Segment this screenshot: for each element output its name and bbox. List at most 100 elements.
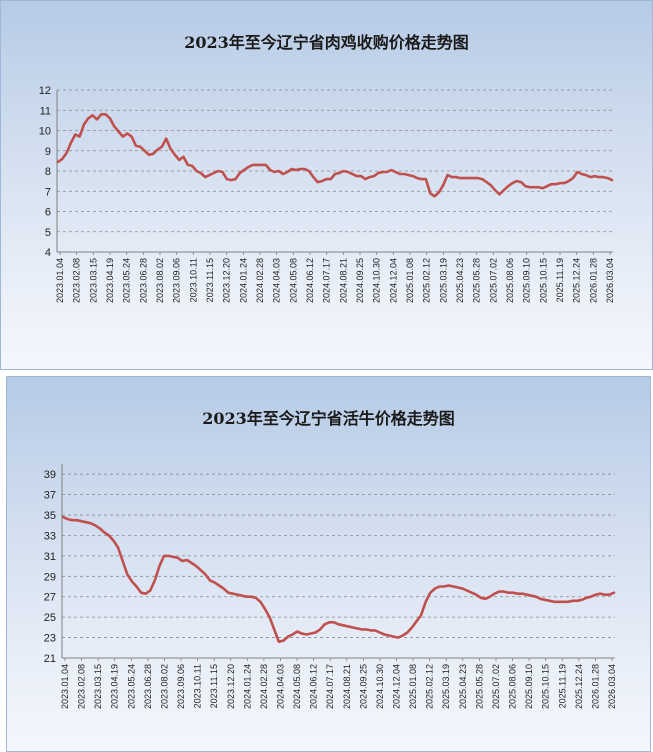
data-point [163, 555, 165, 557]
data-point [167, 555, 169, 557]
data-point [177, 557, 179, 559]
data-point [594, 594, 596, 596]
data-point [360, 628, 362, 630]
data-point [386, 171, 388, 173]
x-tick-label: 2023.11.15 [209, 664, 219, 708]
data-point [85, 521, 87, 523]
data-point [365, 628, 367, 630]
y-tick-label: 39 [44, 469, 56, 481]
data-point [62, 516, 64, 518]
data-point [455, 176, 457, 178]
data-point [230, 179, 232, 181]
data-point [213, 172, 215, 174]
x-tick-label: 2024.04.03 [275, 664, 285, 709]
data-point [533, 186, 535, 188]
data-point [403, 173, 405, 175]
data-point [503, 189, 505, 191]
data-point [191, 165, 193, 167]
x-tick-label: 2024.12.04 [392, 664, 402, 709]
data-point [581, 173, 583, 175]
data-point [113, 125, 115, 127]
data-point [402, 634, 404, 636]
data-point [347, 171, 349, 173]
data-point [156, 149, 158, 151]
data-point [530, 595, 532, 597]
data-point [186, 559, 188, 561]
x-tick-label: 2025.04.23 [458, 664, 468, 709]
data-point [278, 641, 280, 643]
data-point [195, 565, 197, 567]
data-point [70, 141, 72, 143]
data-point [122, 135, 124, 137]
y-tick-label: 5 [45, 227, 51, 239]
data-point [265, 164, 267, 166]
data-point [252, 164, 254, 166]
x-tick-label: 2024.07.17 [325, 664, 335, 709]
chart-panel-cattle: 2023年至今辽宁省活牛价格走势图 21 23 25 27 29 31 33 35 37 39 20… [6, 376, 651, 752]
data-point [117, 130, 119, 132]
data-point [434, 587, 436, 589]
x-tick-label: 2025.10.15 [541, 664, 551, 709]
data-point [576, 171, 578, 173]
data-point [239, 172, 241, 174]
data-point [256, 164, 258, 166]
data-point [507, 592, 509, 594]
data-point [117, 547, 119, 549]
data-point [139, 146, 141, 148]
chart-title: 2023年至今辽宁省肉鸡收购价格走势图 [184, 33, 469, 52]
data-point [94, 524, 96, 526]
data-point [585, 174, 587, 176]
data-point [282, 173, 284, 175]
data-point [154, 579, 156, 581]
x-tick-label: 2024.02.28 [259, 664, 269, 709]
data-point [236, 594, 238, 596]
data-point [360, 175, 362, 177]
data-point [480, 597, 482, 599]
data-point [429, 192, 431, 194]
data-point [74, 133, 76, 135]
data-point [598, 176, 600, 178]
x-tick-label: 2026.03.04 [605, 258, 615, 303]
data-point [57, 161, 59, 163]
data-point [503, 590, 505, 592]
data-point [182, 156, 184, 158]
data-point [273, 171, 275, 173]
data-point [83, 123, 85, 125]
data-point [529, 186, 531, 188]
data-point [78, 135, 80, 137]
x-tick-label: 2024.01.24 [238, 258, 248, 303]
data-point [330, 178, 332, 180]
data-point [567, 601, 569, 603]
x-tick-label: 2026.03.04 [607, 664, 617, 709]
data-point [135, 145, 137, 147]
data-point [140, 592, 142, 594]
data-point [475, 594, 477, 596]
data-point [143, 150, 145, 152]
data-point [338, 172, 340, 174]
data-point [334, 173, 336, 175]
data-point [269, 169, 271, 171]
data-point [234, 178, 236, 180]
chart-title: 2023年至今辽宁省活牛价格走势图 [202, 409, 455, 428]
data-point [464, 177, 466, 179]
data-point [608, 594, 610, 596]
data-point [599, 593, 601, 595]
data-point [466, 589, 468, 591]
data-point [399, 173, 401, 175]
data-point [76, 519, 78, 521]
data-point [498, 193, 500, 195]
data-point [158, 565, 160, 567]
data-point [200, 172, 202, 174]
data-point [325, 178, 327, 180]
data-point [553, 601, 555, 603]
data-point [489, 596, 491, 598]
data-point [589, 176, 591, 178]
y-tick-label: 37 [44, 490, 56, 502]
data-point [301, 632, 303, 634]
data-point [273, 628, 275, 630]
data-point [221, 171, 223, 173]
x-tick-label: 2025.07.02 [488, 258, 498, 303]
data-point [407, 174, 409, 176]
y-tick-label: 4 [45, 247, 51, 259]
data-point [89, 522, 91, 524]
